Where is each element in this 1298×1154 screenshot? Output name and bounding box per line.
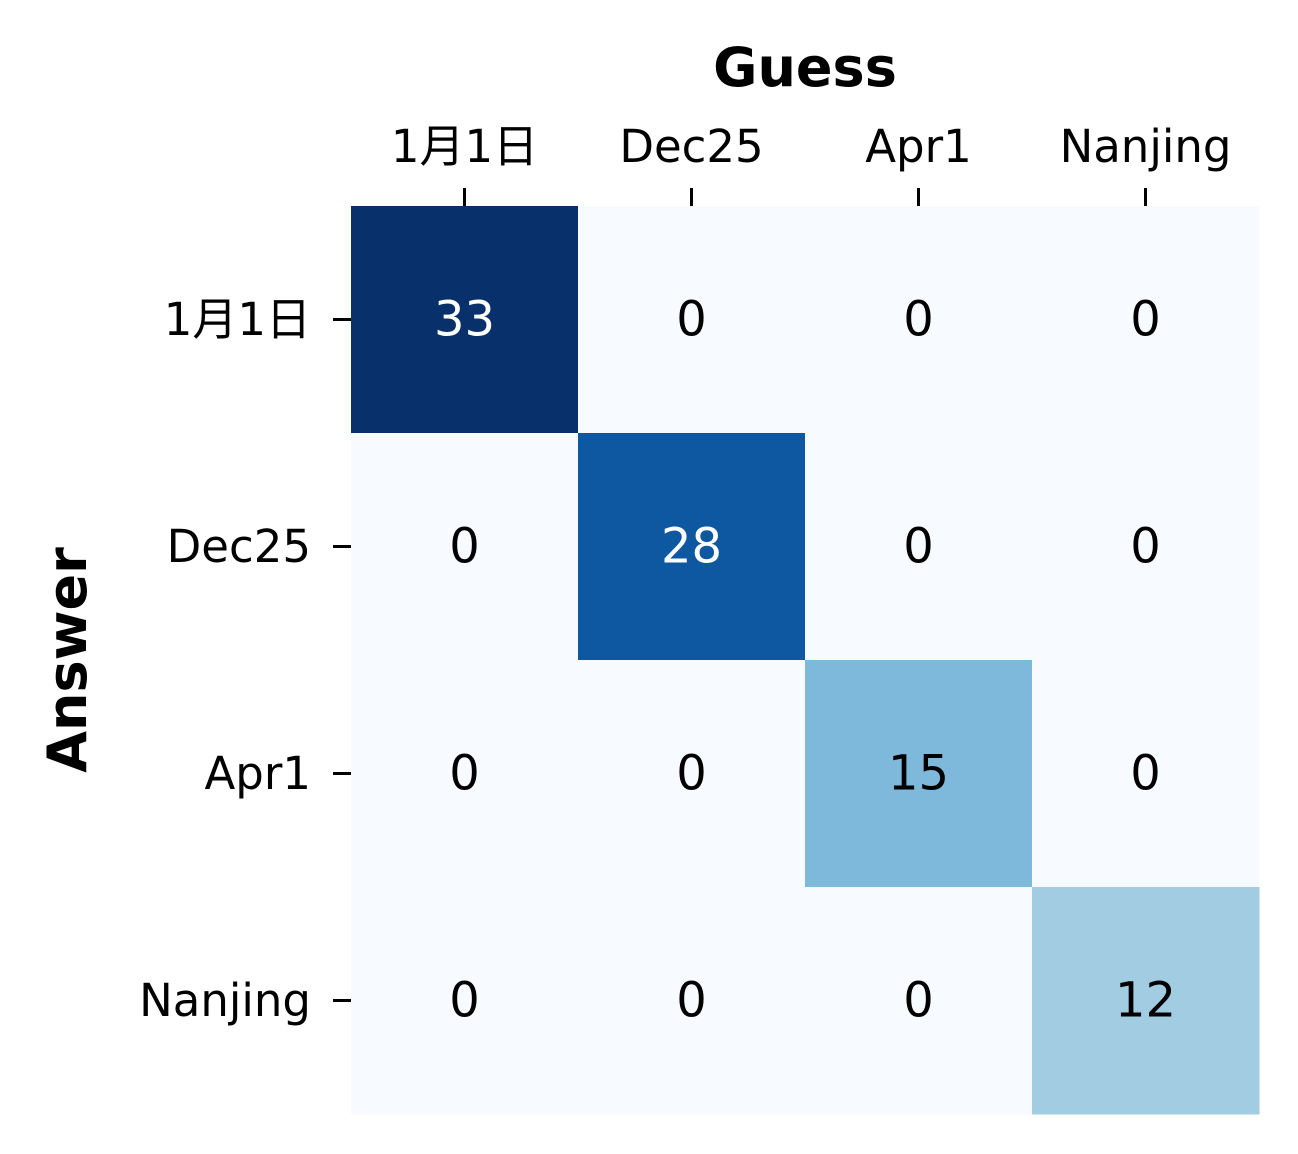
- cell-value-label: 0: [1130, 746, 1161, 802]
- x-tick-label: Dec25: [619, 120, 763, 173]
- cell-value-label: 15: [888, 746, 949, 802]
- x-axis-title: Guess: [713, 36, 897, 99]
- cell-value-label: 28: [661, 519, 722, 575]
- heatmap-cell: [578, 660, 806, 888]
- cell-value-label: 12: [1115, 973, 1176, 1029]
- y-axis-ticks: 1月1日 Dec25 Apr1 Nanjing: [139, 293, 351, 1027]
- x-tick-label: 1月1日: [391, 120, 538, 173]
- heatmap-cell: [805, 433, 1033, 661]
- cell-value-label: 0: [449, 973, 480, 1029]
- y-tick-label: Nanjing: [139, 974, 311, 1027]
- y-tick-label: 1月1日: [164, 293, 311, 346]
- heatmap-cell: [351, 206, 579, 434]
- heatmap-cell: [805, 660, 1033, 888]
- heatmap-cell: [578, 433, 806, 661]
- cell-value-label: 0: [1130, 292, 1161, 348]
- heatmap-cell: [578, 206, 806, 434]
- cell-value-label: 0: [449, 519, 480, 575]
- cell-value-label: 0: [676, 973, 707, 1029]
- cell-value-label: 0: [1130, 519, 1161, 575]
- heatmap-cell: [1032, 660, 1260, 888]
- heatmap-cell: [1032, 887, 1260, 1115]
- heatmap-cell: [351, 433, 579, 661]
- cell-value-label: 0: [449, 746, 480, 802]
- y-tick-label: Dec25: [167, 520, 311, 573]
- cell-value-label: 0: [676, 292, 707, 348]
- heatmap-cell: [1032, 433, 1260, 661]
- x-tick-label: Nanjing: [1060, 120, 1232, 173]
- cell-value-label: 0: [903, 973, 934, 1029]
- heatmap-cells: 33 0 0 0 0 28 0 0 0 0 15 0 0 0 0 12: [351, 206, 1260, 1115]
- heatmap-cell: [1032, 206, 1260, 434]
- heatmap-cell: [351, 887, 579, 1115]
- heatmap-cell: [578, 887, 806, 1115]
- cell-value-label: 0: [903, 292, 934, 348]
- heatmap-cell: [805, 887, 1033, 1115]
- x-axis-ticks: 1月1日 Dec25 Apr1 Nanjing: [391, 120, 1232, 206]
- heatmap-cell: [805, 206, 1033, 434]
- x-tick-label: Apr1: [865, 120, 971, 173]
- cell-value-label: 0: [676, 746, 707, 802]
- heatmap-cell: [351, 660, 579, 888]
- y-axis-title: Answer: [36, 547, 99, 773]
- y-tick-label: Apr1: [205, 747, 311, 800]
- cell-value-label: 33: [434, 292, 495, 348]
- cell-value-label: 0: [903, 519, 934, 575]
